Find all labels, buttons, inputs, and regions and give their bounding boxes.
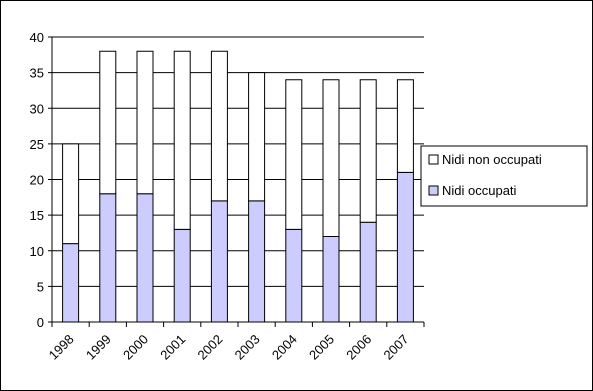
- x-tick-label: 2000: [120, 332, 151, 363]
- y-tick-label: 0: [37, 315, 44, 330]
- y-tick-label: 30: [30, 101, 44, 116]
- bar-nidi-non-occupati-2006: [359, 79, 377, 223]
- bar-nidi-occupati-2001: [173, 228, 191, 323]
- x-tick-label: 2006: [343, 332, 374, 363]
- x-tick-label: 2002: [194, 332, 225, 363]
- bar-nidi-non-occupati-2000: [136, 50, 154, 195]
- x-tick-label: 2005: [306, 332, 337, 363]
- bar-nidi-non-occupati-1998: [62, 143, 80, 245]
- y-tick-label: 25: [30, 137, 44, 152]
- bar-nidi-occupati-2000: [136, 193, 154, 323]
- legend-label-nidi-non-occupati: Nidi non occupati: [442, 152, 542, 167]
- bars: [62, 50, 414, 323]
- bar-nidi-non-occupati-2002: [210, 50, 228, 202]
- legend-swatch-nidi-occupati: [428, 185, 439, 196]
- legend: Nidi non occupati Nidi occupati: [420, 145, 588, 207]
- bar-nidi-non-occupati-2005: [322, 79, 340, 237]
- x-tick-label: 2004: [269, 332, 300, 363]
- x-tick-label: 2007: [380, 332, 411, 363]
- bar-nidi-occupati-2002: [210, 200, 228, 323]
- legend-swatch-nidi-non-occupati: [428, 154, 439, 165]
- axes: [48, 36, 425, 327]
- bar-nidi-occupati-1999: [99, 193, 117, 323]
- bar-nidi-occupati-2006: [359, 221, 377, 323]
- legend-label-nidi-occupati: Nidi occupati: [442, 183, 517, 198]
- bar-nidi-occupati-2005: [322, 236, 340, 323]
- legend-box: [420, 145, 588, 207]
- bar-nidi-non-occupati-2001: [173, 50, 191, 230]
- bar-nidi-occupati-2003: [248, 200, 266, 323]
- y-tick-label: 35: [30, 66, 44, 81]
- y-tick-label: 20: [30, 173, 44, 188]
- bar-nidi-occupati-1998: [62, 243, 80, 323]
- y-tick-label: 40: [30, 30, 44, 45]
- x-tick-label: 2003: [232, 332, 263, 363]
- x-tick-label: 1999: [83, 332, 114, 363]
- bar-nidi-occupati-2007: [396, 171, 414, 323]
- y-tick-labels: 0 5 10 15 20 25 30 35 40: [30, 30, 44, 330]
- y-tick-label: 10: [30, 244, 44, 259]
- bar-nidi-non-occupati-2007: [396, 79, 414, 173]
- y-tick-label: 15: [30, 208, 44, 223]
- x-tick-labels: 1998 1999 2000 2001 2002 2003 2004 2005 2006 2007: [46, 332, 412, 363]
- bar-nidi-occupati-2004: [285, 228, 303, 323]
- x-tick-label: 2001: [157, 332, 188, 363]
- bar-nidi-non-occupati-2003: [248, 72, 266, 202]
- bar-nidi-non-occupati-2004: [285, 79, 303, 230]
- y-tick-label: 5: [37, 279, 44, 294]
- bar-nidi-non-occupati-1999: [99, 50, 117, 195]
- x-tick-label: 1998: [46, 332, 77, 363]
